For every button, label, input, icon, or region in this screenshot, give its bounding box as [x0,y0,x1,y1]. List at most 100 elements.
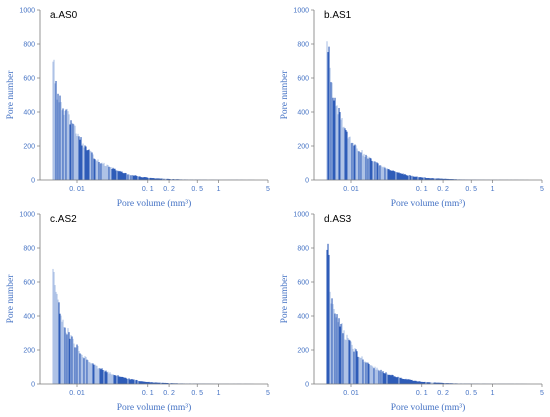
histogram-bar [441,382,443,384]
histogram-bar [96,365,98,384]
histogram-bar [138,381,140,384]
histogram-bar [152,382,154,384]
histogram-bar [124,377,126,384]
x-tick-label: 0. 2 [437,390,449,397]
histogram-bar [341,323,343,384]
histogram-bar [365,362,367,384]
y-tick-label: 400 [297,314,309,321]
histogram-bar [162,178,164,180]
histogram-bar [344,339,346,384]
histogram-bar [360,357,362,384]
histogram-bar [436,382,438,384]
histogram-bar [444,178,446,180]
histogram-bar [378,370,380,384]
histogram-bar [385,372,387,384]
histogram-bar [416,381,418,384]
histogram-bar [358,357,360,384]
x-tick-label: 0. 5 [465,186,477,193]
histogram-bar [442,382,444,384]
histogram-bar [101,368,103,384]
histogram-bar [98,367,100,384]
histogram-bar [154,382,156,384]
histogram-bar [74,125,76,180]
panel-title: a.AS0 [50,10,78,21]
histogram-bar [368,156,370,180]
histogram-bar [379,371,381,384]
histogram-bar [110,373,112,384]
histogram-bar [394,171,396,180]
histogram-bar [396,377,398,384]
histogram-bar [332,97,334,180]
histogram-bar [66,108,68,180]
histogram-bar [443,383,445,384]
histogram-bar [339,326,341,384]
histogram-bar [118,376,120,384]
histogram-bar [436,178,438,180]
histogram-bar [78,136,80,180]
histogram-bar [386,168,388,180]
histogram-bar [153,382,155,384]
histogram-bar [120,171,122,180]
histogram-bar [448,179,450,180]
histogram-bar [123,377,125,384]
histogram-bar [99,163,101,180]
histogram-bar [160,382,162,384]
histogram-bar [75,133,77,180]
histogram-bar [391,170,393,180]
histogram-bar [69,338,71,384]
y-tick-label: 0 [305,382,309,389]
histogram-bar [93,158,95,180]
histogram-bar [104,371,106,384]
histogram-bar [382,167,384,180]
histogram-bar [368,363,370,384]
histogram-bar [116,375,118,384]
histogram-bar [346,131,348,180]
histogram-bar [148,178,150,180]
histogram-bar [388,374,390,384]
histogram-bar [95,160,97,180]
histogram-bar [83,147,85,180]
histogram-bar [385,169,387,180]
histogram-bar [157,178,159,180]
histogram-bar [366,155,368,180]
histogram-bar [386,373,388,384]
histogram-bar [333,100,335,180]
histogram-bar [90,151,92,180]
histogram-bar [131,174,133,180]
histogram-bar [105,166,107,180]
histogram-bar [383,166,385,180]
histogram-bar [434,382,436,384]
histogram-bar [412,380,414,384]
histogram-bar [446,178,448,180]
histogram-bar [53,59,55,180]
histogram-bar [393,376,395,384]
histogram-bar [355,145,357,180]
histogram-bar [452,179,454,180]
histogram-bar [343,126,345,180]
histogram-bar [130,175,132,180]
histogram-bar [353,351,355,384]
histogram-bar [359,357,361,384]
y-tick-label: 800 [297,246,309,253]
histogram-bar [150,382,152,384]
histogram-bar [387,374,389,384]
histogram-bar [131,378,133,384]
histogram-bar [127,379,129,384]
histogram-bar [123,173,125,180]
x-axis-label: Pore volume (mm³) [391,402,466,413]
histogram-bar [381,372,383,384]
histogram-bar [63,327,65,384]
histogram-bar [156,178,158,180]
y-tick-label: 0 [305,178,309,185]
histogram-bar [392,375,394,384]
y-tick-label: 600 [297,76,309,83]
histogram-bar [419,381,421,384]
histogram-bar [391,374,393,384]
histogram-bar [376,367,378,384]
histogram-bar [365,154,367,180]
histogram-bar [366,362,368,384]
histogram-bar [81,354,83,384]
histogram-bar [148,381,150,384]
histogram-bar [401,378,403,384]
histogram-bar [117,170,119,180]
